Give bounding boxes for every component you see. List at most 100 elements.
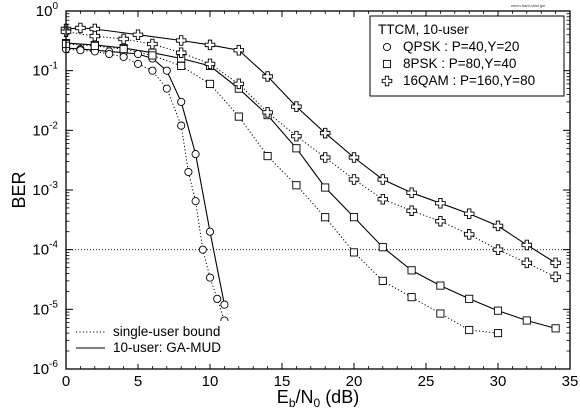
legend-entry-label-0: QPSK : P=40,Y=20 [403,39,519,54]
series-1-point-11 [198,245,207,254]
series-1-point-8 [177,121,186,130]
legend-entry-label-1: 8PSK : P=80,Y=40 [403,56,516,71]
series-4-point-12 [406,187,417,198]
y-tick-label-6: 100 [36,1,59,20]
series-1-point-13 [213,294,222,303]
series-5-point-12 [406,205,417,216]
series-4-point-9 [319,127,331,139]
series-4-point-8 [291,101,302,112]
x-tick-label-4: 20 [346,373,363,390]
series-2-point-8 [292,144,301,153]
legend-marker-square [382,59,392,69]
series-3-point-12 [407,293,416,302]
series-4-point-4 [175,35,187,46]
series-2-point-13 [436,281,445,290]
y-tick-label-5: 10-1 [32,61,58,80]
series-0-point-5 [133,49,143,59]
y-tick-label-3: 10-3 [32,180,58,199]
series-1-point-7 [162,84,171,93]
y-axis-label: BER [9,171,29,208]
series-0-point-10 [205,227,215,236]
x-tick-label-5: 25 [418,373,435,390]
series-3-point-9 [321,213,330,222]
series-1-point-3 [105,49,114,59]
series-line-2 [65,42,556,329]
series-2-point-16 [522,316,531,325]
series-2-point-10 [349,213,359,222]
series-1-point-10 [191,197,200,206]
legend-bottom-label-0: single-user bound [113,324,220,339]
series-5-point-16 [521,257,533,269]
series-4-point-6 [233,44,245,56]
y-tick-label-2: 10-4 [32,240,58,259]
series-1-point-5 [133,59,143,68]
series-0-point-11 [220,300,229,309]
series-1-point-1 [76,46,85,55]
series-4-point-3 [132,29,144,40]
y-tick-label-0: 10-6 [32,359,58,378]
series-5-point-2 [118,33,129,45]
series-4-point-11 [377,174,389,185]
series-4-point-10 [348,152,360,163]
series-4-point-7 [262,71,273,82]
x-tick-label-1: 5 [134,373,142,390]
y-tick-label-1: 10-5 [32,299,58,318]
series-2-point-14 [465,294,474,303]
series-3-point-2 [119,45,128,54]
series-3-point-3 [148,51,157,60]
series-4-point-1 [75,22,86,34]
series-2-point-9 [321,183,330,192]
series-3-point-6 [234,112,243,121]
legend-bottom-box [72,321,239,364]
series-5-point-13 [435,215,446,227]
series-3-point-8 [292,181,301,190]
series-5-point-9 [319,152,331,163]
series-4-point-13 [435,197,446,209]
series-1-point-9 [184,167,193,177]
series-5-point-4 [175,47,187,58]
series-1-point-12 [205,273,215,282]
series-4-point-16 [521,239,533,251]
legend-bottom-label-1: 10-user: GA-MUD [113,340,221,355]
series-2-point-15 [493,306,503,315]
x-tick-label-3: 15 [274,373,291,390]
series-5-point-3 [147,38,158,50]
series-2-point-17 [551,324,560,333]
series-5-point-6 [233,78,245,90]
series-5-point-7 [262,107,273,118]
legend-top-box [369,15,565,97]
series-5-point-11 [377,193,389,205]
x-tick-label-7: 35 [562,373,579,390]
series-3-point-5 [205,79,215,88]
series-3-point-7 [263,152,272,161]
series-3-point-10 [349,248,359,257]
legend-top-title: TTCM, 10-user [378,22,469,37]
series-3-point-15 [493,329,503,338]
series-0-point-9 [191,150,200,159]
x-axis-label: Eb/N0 (dB) [277,387,359,410]
series-1-point-6 [148,66,157,75]
series-4-point-17 [550,257,561,269]
x-tick-label-2: 10 [202,373,219,390]
series-4-point-5 [204,39,216,51]
series-4-point-15 [492,220,504,232]
legend-marker-circle [382,42,392,52]
legend-marker-cross [381,75,393,87]
series-0-point-7 [162,66,171,75]
series-5-point-5 [204,58,216,70]
series-3-point-14 [465,325,474,335]
series-5-point-10 [348,174,360,185]
series-5-point-8 [291,130,302,142]
series-1-point-4 [119,52,128,61]
series-4-point-14 [463,208,475,219]
series-3-point-13 [436,309,445,318]
series-3-point-4 [177,61,186,70]
series-5-point-17 [550,271,561,283]
series-2-point-11 [378,243,387,252]
legend-entry-label-2: 16QAM : P=160,Y=80 [403,73,535,88]
file-label: mtcm-hard-vfad.gle [511,3,546,8]
x-tick-label-0: 0 [62,373,70,390]
x-tick-label-6: 30 [490,373,507,390]
series-3-point-11 [378,276,387,285]
